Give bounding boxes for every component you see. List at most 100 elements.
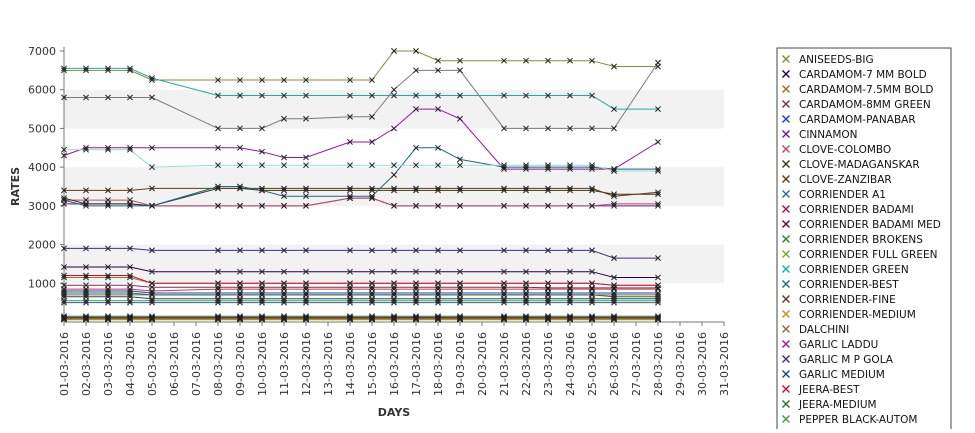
legend-label: CORRIENDER BADAMI MED: [799, 219, 941, 231]
data-point: [435, 106, 441, 113]
data-point: [127, 146, 133, 153]
x-tick-label: 07-03-2016: [190, 332, 203, 396]
data-point: [127, 299, 133, 306]
data-point: [281, 268, 287, 275]
data-point: [259, 148, 265, 155]
data-point: [237, 286, 243, 293]
data-point: [281, 162, 287, 169]
legend-label: GARLIC M P GOLA: [799, 354, 894, 366]
data-point: [435, 92, 441, 99]
data-point: [655, 189, 661, 196]
legend-item: PEPPER BLACK-AUTOM: [782, 414, 917, 426]
data-point: [369, 195, 375, 202]
data-point: [457, 291, 463, 298]
data-point: [105, 245, 111, 252]
legend-item: CLOVE-ZANZIBAR: [782, 174, 892, 186]
y-tick-label: 4000: [28, 161, 56, 174]
legend-label: CARDAMOM-PANABAR: [799, 114, 916, 126]
x-tick-label: 30-03-2016: [696, 332, 709, 396]
legend-marker: [782, 85, 790, 93]
data-point: [523, 316, 529, 323]
x-tick-label: 22-03-2016: [520, 332, 533, 396]
x-tick-label: 12-03-2016: [300, 332, 313, 396]
data-point: [567, 185, 573, 192]
data-point: [655, 166, 661, 173]
data-point: [457, 57, 463, 64]
data-point: [369, 187, 375, 194]
data-point: [523, 315, 529, 322]
data-point: [391, 48, 397, 54]
data-point: [523, 314, 529, 321]
data-point: [127, 286, 133, 293]
data-point: [215, 185, 221, 192]
data-point: [215, 125, 221, 132]
data-point: [391, 162, 397, 169]
data-point: [61, 67, 67, 74]
data-point: [215, 162, 221, 169]
data-point: [523, 125, 529, 132]
legend-marker: [782, 205, 790, 213]
data-point: [347, 193, 353, 200]
data-point: [501, 299, 507, 306]
data-point: [589, 299, 595, 306]
data-point: [611, 202, 617, 209]
data-point: [435, 67, 441, 74]
data-point: [413, 202, 419, 209]
data-point: [501, 185, 507, 192]
legend-marker: [782, 400, 790, 408]
data-point: [369, 162, 375, 169]
data-point: [567, 297, 573, 304]
data-point: [127, 316, 133, 323]
data-point: [347, 268, 353, 275]
data-point: [589, 164, 595, 171]
data-point: [567, 280, 573, 287]
data-point: [523, 280, 529, 287]
data-point: [149, 202, 155, 209]
data-point: [281, 185, 287, 192]
data-point: [413, 92, 419, 99]
data-point: [589, 202, 595, 209]
data-point: [105, 202, 111, 209]
data-point: [545, 314, 551, 321]
data-point: [501, 297, 507, 304]
data-point: [611, 168, 617, 174]
x-tick-label: 10-03-2016: [256, 332, 269, 396]
legend-label: JEERA-BEST: [798, 384, 860, 396]
legend-label: DALCHINI: [799, 324, 849, 336]
data-point: [215, 268, 221, 275]
data-point: [567, 162, 573, 169]
data-point: [413, 316, 419, 323]
legend-item: CARDAMOM-PANABAR: [782, 114, 916, 126]
data-point: [369, 297, 375, 304]
data-point: [413, 291, 419, 298]
data-point: [457, 247, 463, 254]
legend-label: CLOVE-COLOMBO: [799, 144, 891, 156]
legend-item: CORRIENDER-MEDIUM: [782, 309, 916, 321]
data-point: [391, 299, 397, 306]
legend-marker: [782, 295, 790, 303]
data-point: [413, 297, 419, 304]
data-point: [523, 268, 529, 275]
data-point: [105, 146, 111, 153]
data-point: [303, 286, 309, 293]
data-point: [61, 245, 67, 252]
legend-marker: [782, 130, 790, 138]
data-point: [259, 314, 265, 321]
data-point: [413, 185, 419, 192]
data-point: [589, 315, 595, 322]
data-point: [105, 315, 111, 322]
data-point: [435, 185, 441, 192]
data-point: [435, 268, 441, 275]
data-point: [303, 291, 309, 298]
data-point: [259, 268, 265, 275]
data-point: [347, 280, 353, 287]
data-point: [281, 280, 287, 287]
x-tick-label: 05-03-2016: [146, 332, 159, 396]
data-point: [523, 286, 529, 293]
data-point: [347, 187, 353, 194]
x-tick-label: 24-03-2016: [564, 332, 577, 396]
data-point: [523, 57, 529, 64]
data-point: [391, 185, 397, 192]
data-point: [501, 316, 507, 323]
x-tick-label: 19-03-2016: [454, 332, 467, 396]
